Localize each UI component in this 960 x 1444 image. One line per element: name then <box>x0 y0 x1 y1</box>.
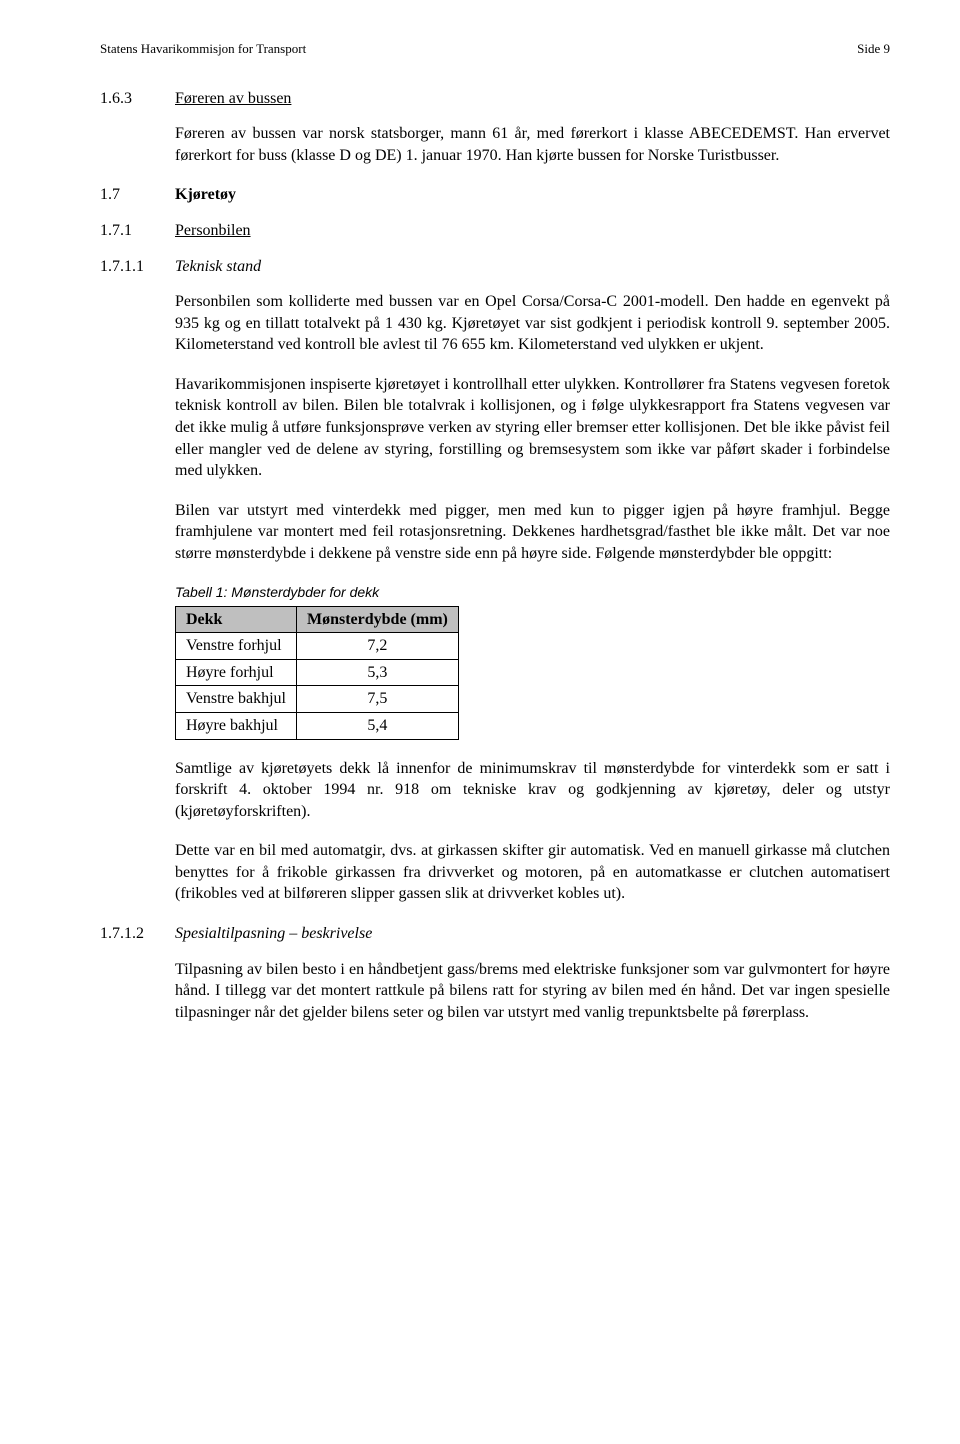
paragraph: Tilpasning av bilen besto i en håndbetje… <box>175 959 890 1024</box>
table-header-depth: Mønsterdybde (mm) <box>296 606 458 633</box>
paragraph: Personbilen som kolliderte med bussen va… <box>175 291 890 356</box>
section-title: Føreren av bussen <box>175 88 890 110</box>
table-cell-value: 5,3 <box>296 659 458 686</box>
table-cell-value: 7,2 <box>296 633 458 660</box>
section-title: Personbilen <box>175 220 890 242</box>
paragraph: Samtlige av kjøretøyets dekk lå innenfor… <box>175 758 890 823</box>
table-row: Høyre bakhjul 5,4 <box>176 712 459 739</box>
table-row: Venstre forhjul 7,2 <box>176 633 459 660</box>
header-right: Side 9 <box>857 40 890 58</box>
section-number: 1.6.3 <box>100 88 175 110</box>
table-caption: Tabell 1: Mønsterdybder for dekk <box>175 583 890 602</box>
section-number: 1.7.1 <box>100 220 175 242</box>
section-number: 1.7.1.1 <box>100 256 175 278</box>
section-1-7-1: 1.7.1 Personbilen <box>100 220 890 242</box>
table-header-row: Dekk Mønsterdybde (mm) <box>176 606 459 633</box>
table-cell-label: Høyre forhjul <box>176 659 297 686</box>
paragraph: Bilen var utstyrt med vinterdekk med pig… <box>175 500 890 565</box>
page-header: Statens Havarikommisjon for Transport Si… <box>100 40 890 58</box>
section-title: Kjøretøy <box>175 184 890 206</box>
section-1-6-3: 1.6.3 Føreren av bussen <box>100 88 890 110</box>
section-number: 1.7.1.2 <box>100 923 175 945</box>
table-cell-label: Venstre forhjul <box>176 633 297 660</box>
section-title: Spesialtilpasning – beskrivelse <box>175 923 890 945</box>
table-cell-value: 7,5 <box>296 686 458 713</box>
table-header-dekk: Dekk <box>176 606 297 633</box>
tread-depth-table: Dekk Mønsterdybde (mm) Venstre forhjul 7… <box>175 606 459 740</box>
header-left: Statens Havarikommisjon for Transport <box>100 40 306 58</box>
table-row: Høyre forhjul 5,3 <box>176 659 459 686</box>
table-cell-value: 5,4 <box>296 712 458 739</box>
table-cell-label: Venstre bakhjul <box>176 686 297 713</box>
section-1-7-1-2: 1.7.1.2 Spesialtilpasning – beskrivelse <box>100 923 890 945</box>
section-1-7: 1.7 Kjøretøy <box>100 184 890 206</box>
section-1-7-1-1: 1.7.1.1 Teknisk stand <box>100 256 890 278</box>
paragraph: Føreren av bussen var norsk statsborger,… <box>175 123 890 166</box>
section-title: Teknisk stand <box>175 256 890 278</box>
paragraph: Havarikommisjonen inspiserte kjøretøyet … <box>175 374 890 482</box>
table-row: Venstre bakhjul 7,5 <box>176 686 459 713</box>
paragraph: Dette var en bil med automatgir, dvs. at… <box>175 840 890 905</box>
section-number: 1.7 <box>100 184 175 206</box>
table-cell-label: Høyre bakhjul <box>176 712 297 739</box>
